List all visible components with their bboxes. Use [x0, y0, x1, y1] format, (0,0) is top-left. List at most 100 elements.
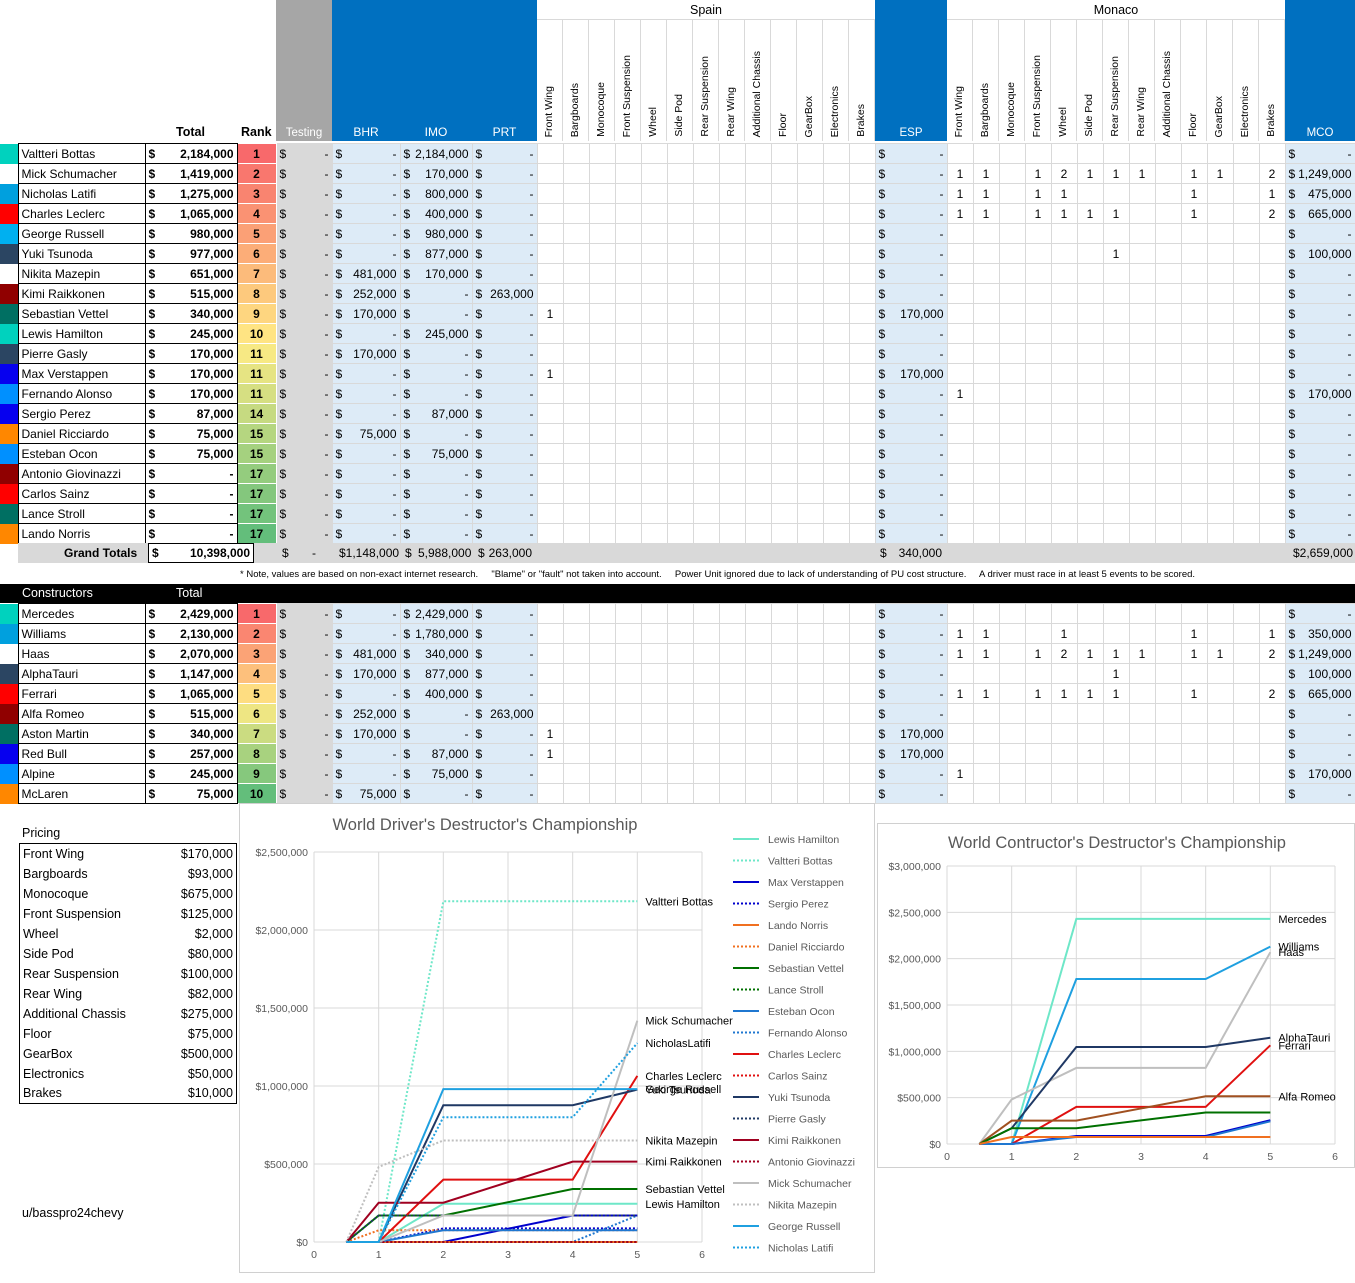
- row-mco: $100,000: [1284, 663, 1355, 684]
- spain-part-count: [770, 483, 798, 504]
- monaco-part-count: [946, 703, 974, 724]
- y-tick-label: $2,000,000: [255, 925, 308, 937]
- row-total: $2,130,000: [144, 623, 238, 644]
- monaco-part-count: [1154, 363, 1182, 384]
- part-header-label: Front Suspension: [1031, 54, 1043, 137]
- spain-part-count: [614, 463, 642, 484]
- row-mco: $ -: [1284, 263, 1355, 284]
- row-rank: 3: [236, 643, 277, 664]
- row-testing: $ -: [275, 683, 333, 704]
- x-tick-label: 4: [1203, 1151, 1209, 1163]
- monaco-part-count: [998, 283, 1026, 304]
- spain-part-count: [640, 323, 668, 344]
- spain-part-count: [848, 603, 876, 624]
- team-color-swatch: [0, 663, 18, 684]
- row-rank: 11: [236, 343, 277, 364]
- team-color-swatch: [0, 783, 18, 804]
- legend-label: Kimi Raikkonen: [768, 1135, 841, 1147]
- monaco-part-count: [1232, 443, 1260, 464]
- monaco-part-count: 1: [1050, 683, 1078, 704]
- row-name: Williams: [17, 623, 146, 644]
- spain-part-count: [718, 523, 746, 544]
- spain-part-count: [770, 663, 798, 684]
- monaco-part-count: [1102, 403, 1130, 424]
- spain-part-count: [562, 523, 590, 544]
- monaco-part-count: [998, 703, 1026, 724]
- monaco-part-count: [1102, 723, 1130, 744]
- spain-part-count: [770, 363, 798, 384]
- table-row: Fernando Alonso $170,000 11 $ - $ - $ - $ - $ -1 $170…: [0, 383, 1355, 404]
- spain-part-count: [640, 403, 668, 424]
- monaco-part-count: [1050, 503, 1078, 524]
- monaco-part-count: [1024, 663, 1052, 684]
- monaco-part-count: [1232, 143, 1260, 164]
- row-prt: $ -: [471, 263, 538, 284]
- monaco-part-count: 1: [972, 183, 1000, 204]
- spain-part-count: [796, 703, 824, 724]
- row-total: $977,000: [144, 243, 238, 264]
- monaco-part-count: 1: [1076, 203, 1104, 224]
- row-esp: $ -: [874, 203, 948, 224]
- row-bhr: $481,000: [331, 643, 401, 664]
- spain-part-count: [666, 743, 694, 764]
- spain-part-count: [536, 703, 564, 724]
- row-bhr: $ -: [331, 463, 401, 484]
- spain-part-count: [744, 783, 772, 804]
- monaco-part-count: [1154, 523, 1182, 544]
- monaco-part-count: [946, 523, 974, 544]
- y-tick-label: $0: [296, 1237, 308, 1249]
- spain-part-header: Rear Suspension: [693, 20, 719, 141]
- monaco-part-count: [1154, 163, 1182, 184]
- spain-part-count: [588, 783, 616, 804]
- spain-part-count: [770, 683, 798, 704]
- monaco-part-count: [1258, 143, 1286, 164]
- spain-part-count: [692, 383, 720, 404]
- pricing-part: Front Suspension: [23, 906, 121, 921]
- row-prt: $ -: [471, 243, 538, 264]
- spain-part-count: [770, 503, 798, 524]
- row-esp: $170,000: [874, 723, 948, 744]
- monaco-part-count: [1128, 683, 1156, 704]
- spain-part-count: [848, 443, 876, 464]
- monaco-part-count: [1102, 323, 1130, 344]
- monaco-part-count: [1232, 703, 1260, 724]
- team-color-swatch: [0, 703, 18, 724]
- spain-part-count: [562, 383, 590, 404]
- spain-part-count: [666, 223, 694, 244]
- spain-part-count: [848, 363, 876, 384]
- spain-part-count: [718, 203, 746, 224]
- spain-part-count: [822, 263, 850, 284]
- pricing-part: GearBox: [23, 1046, 73, 1061]
- part-header-label: Rear Wing: [1135, 87, 1147, 137]
- monaco-part-count: 2: [1050, 643, 1078, 664]
- monaco-part-count: [1154, 723, 1182, 744]
- spain-part-count: [796, 783, 824, 804]
- monaco-part-count: [998, 503, 1026, 524]
- monaco-part-count: [946, 143, 974, 164]
- monaco-part-count: [1102, 183, 1130, 204]
- monaco-part-count: [1076, 783, 1104, 804]
- row-testing: $ -: [275, 143, 333, 164]
- monaco-part-count: [1258, 263, 1286, 284]
- row-bhr: $ -: [331, 203, 401, 224]
- row-rank: 9: [236, 763, 277, 784]
- row-testing: $ -: [275, 343, 333, 364]
- row-rank: 7: [236, 263, 277, 284]
- monaco-part-count: 2: [1258, 643, 1286, 664]
- legend-label: Yuki Tsunoda: [768, 1092, 830, 1104]
- row-prt: $ -: [471, 443, 538, 464]
- spain-part-count: [822, 743, 850, 764]
- row-esp: $ -: [874, 643, 948, 664]
- spain-part-count: 1: [536, 743, 564, 764]
- table-row: Sebastian Vettel $340,000 9 $ - $170,000 $ - $ -1…: [0, 303, 1355, 324]
- row-prt: $ -: [471, 603, 538, 624]
- row-total: $170,000: [144, 383, 238, 404]
- spain-part-count: [822, 663, 850, 684]
- spain-part-count: [614, 403, 642, 424]
- spain-part-count: [562, 643, 590, 664]
- row-rank: 1: [236, 143, 277, 164]
- monaco-part-count: [1206, 243, 1234, 264]
- monaco-part-count: [972, 703, 1000, 724]
- spain-part-count: [692, 223, 720, 244]
- spain-part-count: [692, 343, 720, 364]
